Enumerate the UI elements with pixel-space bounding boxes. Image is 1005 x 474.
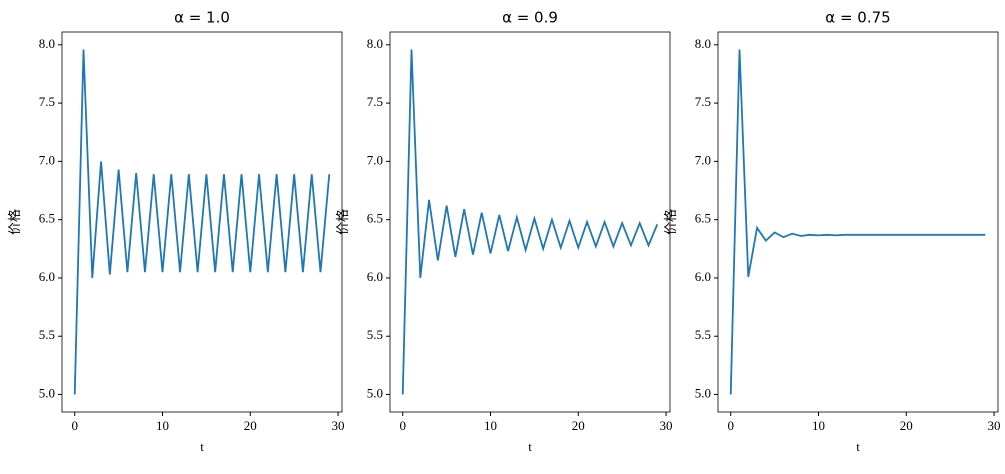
y-tick-label: 5.0 (39, 385, 55, 400)
axes-frame (389, 31, 671, 413)
subplot-title: α = 0.75 (825, 9, 890, 27)
y-tick-label: 7.5 (367, 94, 383, 109)
y-tick-label: 7.5 (39, 94, 55, 109)
axes-frame (717, 31, 999, 413)
y-tick-label: 8.0 (39, 36, 55, 51)
price-line (729, 49, 986, 395)
x-tick-label: 0 (727, 418, 734, 433)
x-tick-label: 20 (572, 418, 585, 433)
y-tick-label: 5.5 (695, 327, 711, 342)
y-tick-label: 6.5 (695, 211, 711, 226)
x-tick-label: 10 (484, 418, 497, 433)
x-tick-label: 20 (244, 418, 257, 433)
subplot-title: α = 0.9 (502, 9, 558, 27)
x-tick-label: 20 (900, 418, 913, 433)
x-tick-label: 10 (812, 418, 825, 433)
x-axis-label: t (200, 439, 204, 454)
price-line (401, 49, 659, 395)
y-tick-label: 6.0 (39, 269, 55, 284)
x-axis-label: t (528, 439, 532, 454)
x-axis-label: t (856, 439, 860, 454)
y-tick-label: 8.0 (367, 36, 383, 51)
y-axis-label: 价格 (663, 209, 678, 235)
y-tick-label: 5.5 (367, 327, 383, 342)
x-tick-label: 30 (660, 418, 673, 433)
y-tick-label: 7.0 (695, 152, 711, 167)
x-tick-label: 0 (71, 418, 78, 433)
x-tick-label: 0 (399, 418, 406, 433)
price-line (73, 49, 331, 395)
y-tick-label: 5.5 (39, 327, 55, 342)
y-tick-label: 5.0 (695, 385, 711, 400)
subplot-title: α = 1.0 (174, 9, 230, 27)
y-axis-label: 价格 (7, 209, 22, 235)
x-tick-label: 10 (156, 418, 169, 433)
y-axis-label: 价格 (335, 209, 350, 235)
y-tick-label: 7.0 (39, 152, 55, 167)
y-tick-label: 7.0 (367, 152, 383, 167)
x-tick-label: 30 (332, 418, 345, 433)
axes-frame (61, 31, 343, 413)
y-tick-label: 6.5 (39, 211, 55, 226)
y-tick-label: 5.0 (367, 385, 383, 400)
y-tick-label: 7.5 (695, 94, 711, 109)
y-tick-label: 6.5 (367, 211, 383, 226)
y-tick-label: 8.0 (695, 36, 711, 51)
y-tick-label: 6.0 (367, 269, 383, 284)
x-tick-label: 30 (988, 418, 1001, 433)
y-tick-label: 6.0 (695, 269, 711, 284)
